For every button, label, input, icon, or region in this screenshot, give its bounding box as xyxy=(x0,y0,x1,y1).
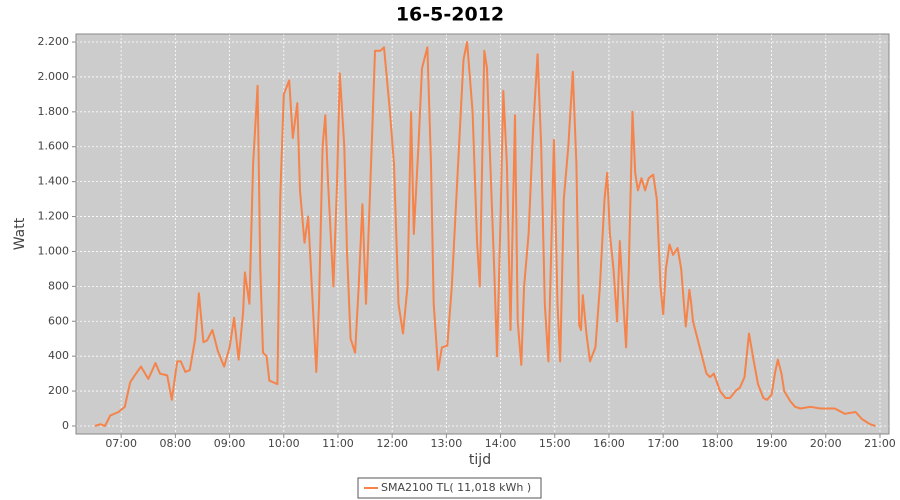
x-tick-label: 14:00 xyxy=(485,437,517,450)
x-tick-label: 11:00 xyxy=(322,437,354,450)
y-tick-label: 1.600 xyxy=(38,140,70,153)
x-tick-label: 17:00 xyxy=(647,437,679,450)
y-tick-label: 1.400 xyxy=(38,175,70,188)
data-line xyxy=(94,41,876,427)
x-axis-label: tijd xyxy=(469,452,491,468)
x-tick-label: 10:00 xyxy=(268,437,300,450)
y-tick-label: 200 xyxy=(48,384,69,397)
x-tick-label: 21:00 xyxy=(864,437,896,450)
y-axis-label: Watt xyxy=(12,217,28,250)
x-tick-label: 12:00 xyxy=(376,437,408,450)
x-tick-label: 13:00 xyxy=(431,437,463,450)
chart-title: 16-5-2012 xyxy=(396,4,504,26)
y-tick-label: 2.200 xyxy=(38,35,70,48)
y-tick-label: 400 xyxy=(48,349,69,362)
x-tick-label: 19:00 xyxy=(756,437,788,450)
x-tick-label: 07:00 xyxy=(105,437,137,450)
x-tick-label: 18:00 xyxy=(702,437,734,450)
x-tick-label: 08:00 xyxy=(160,437,192,450)
y-tick-label: 1.000 xyxy=(38,244,70,257)
legend-box xyxy=(357,477,542,499)
y-tick-label: 600 xyxy=(48,314,69,327)
y-tick-label: 800 xyxy=(48,279,69,292)
y-tick-label: 1.200 xyxy=(38,210,70,223)
x-tick-label: 20:00 xyxy=(810,437,842,450)
y-tick-label: 2.000 xyxy=(38,70,70,83)
legend-label: SMA2100 TL( 11,018 kWh ) xyxy=(381,481,531,494)
y-tick-label: 0 xyxy=(62,419,69,432)
x-tick-label: 15:00 xyxy=(539,437,571,450)
y-tick-label: 1.800 xyxy=(38,105,70,118)
plot-border xyxy=(75,33,890,435)
x-tick-label: 16:00 xyxy=(593,437,625,450)
x-tick-label: 09:00 xyxy=(214,437,246,450)
